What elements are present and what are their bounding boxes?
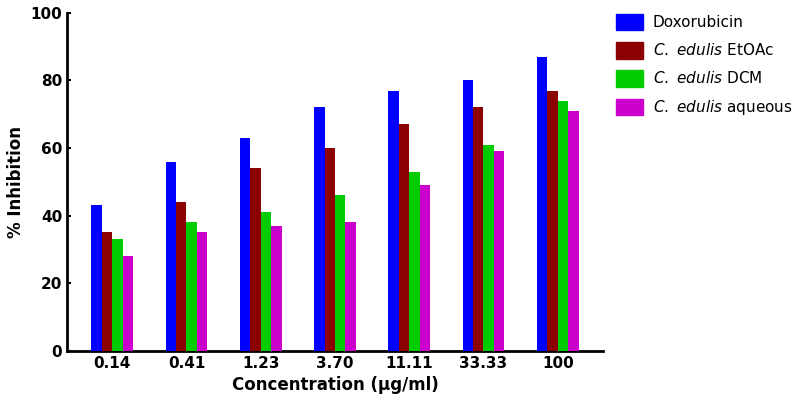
Bar xyxy=(112,239,122,350)
Bar xyxy=(166,162,176,350)
Bar xyxy=(240,138,250,350)
Bar xyxy=(547,91,558,350)
Bar xyxy=(122,256,133,350)
Bar xyxy=(537,57,547,350)
Bar xyxy=(197,233,207,350)
Bar xyxy=(335,195,346,350)
Bar xyxy=(389,91,399,350)
Bar xyxy=(102,233,112,350)
Bar xyxy=(250,168,261,350)
Bar xyxy=(325,148,335,350)
Bar xyxy=(261,212,271,350)
Bar xyxy=(186,222,197,350)
Bar xyxy=(176,202,186,350)
Bar xyxy=(462,81,473,350)
Bar xyxy=(473,107,483,350)
Bar xyxy=(494,152,504,350)
Bar xyxy=(568,111,578,350)
Bar xyxy=(420,185,430,350)
Bar xyxy=(558,101,568,350)
Legend: Doxorubicin, $\it{C.\ edulis}$ EtOAc, $\it{C.\ edulis}$ DCM, $\it{C.\ edulis}$ a: Doxorubicin, $\it{C.\ edulis}$ EtOAc, $\… xyxy=(616,14,792,117)
Bar xyxy=(483,145,494,350)
Bar xyxy=(346,222,356,350)
Bar xyxy=(91,205,102,350)
Bar xyxy=(271,226,282,350)
Bar xyxy=(410,172,420,350)
Y-axis label: % Inhibition: % Inhibition xyxy=(7,126,25,238)
Bar xyxy=(399,124,410,350)
X-axis label: Concentration (μg/ml): Concentration (μg/ml) xyxy=(232,376,438,394)
Bar xyxy=(314,107,325,350)
